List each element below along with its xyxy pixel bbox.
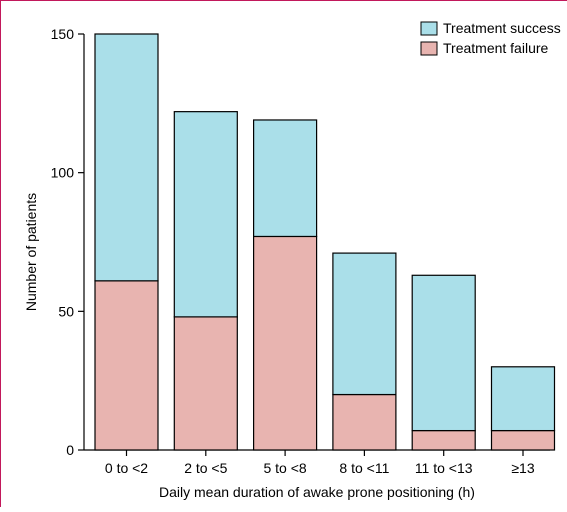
bar-success-3 — [332, 252, 397, 396]
legend-swatch-failure — [420, 41, 438, 56]
y-axis-label: Number of patients — [23, 193, 39, 311]
frame-left-border — [0, 0, 1, 507]
bar-success-4 — [411, 274, 476, 432]
y-tick-label: 150 — [51, 26, 75, 42]
y-tick-label: 0 — [66, 442, 74, 458]
bar-failure-0 — [94, 280, 159, 451]
legend-label-failure: Treatment failure — [443, 40, 549, 56]
bar-success-5 — [490, 366, 556, 432]
bars — [94, 33, 556, 451]
legend-label-success: Treatment success — [443, 20, 561, 36]
bar-failure-1 — [173, 316, 238, 451]
bar-success-2 — [253, 119, 318, 238]
y-tick-label: 50 — [58, 303, 74, 319]
y-ticks: 0 50 100 150 — [51, 26, 84, 458]
legend-swatch-success — [420, 21, 438, 36]
bar-success-0 — [94, 33, 159, 282]
x-tick-label: 5 to <8 — [263, 460, 306, 476]
x-tick-label: 8 to <11 — [339, 460, 389, 476]
x-tick-label: 0 to <2 — [105, 460, 148, 476]
legend: Treatment success Treatment failure — [420, 20, 561, 56]
frame-top-border — [0, 0, 567, 1]
bar-failure-4 — [411, 429, 476, 451]
axes: Number of patients Daily mean duration o… — [23, 34, 550, 500]
bar-failure-2 — [253, 235, 318, 451]
bar-failure-3 — [332, 393, 397, 451]
x-tick-label: 11 to <13 — [415, 460, 473, 476]
y-tick-label: 100 — [51, 165, 75, 181]
bar-failure-5 — [490, 429, 556, 451]
x-tick-label: ≥13 — [511, 460, 534, 476]
x-tick-label: 2 to <5 — [184, 460, 227, 476]
x-axis-label: Daily mean duration of awake prone posit… — [159, 484, 475, 500]
x-ticks: 0 to <2 2 to <5 5 to <8 8 to <11 11 to <13 ≥1… — [105, 450, 535, 476]
bar-success-1 — [173, 111, 238, 318]
